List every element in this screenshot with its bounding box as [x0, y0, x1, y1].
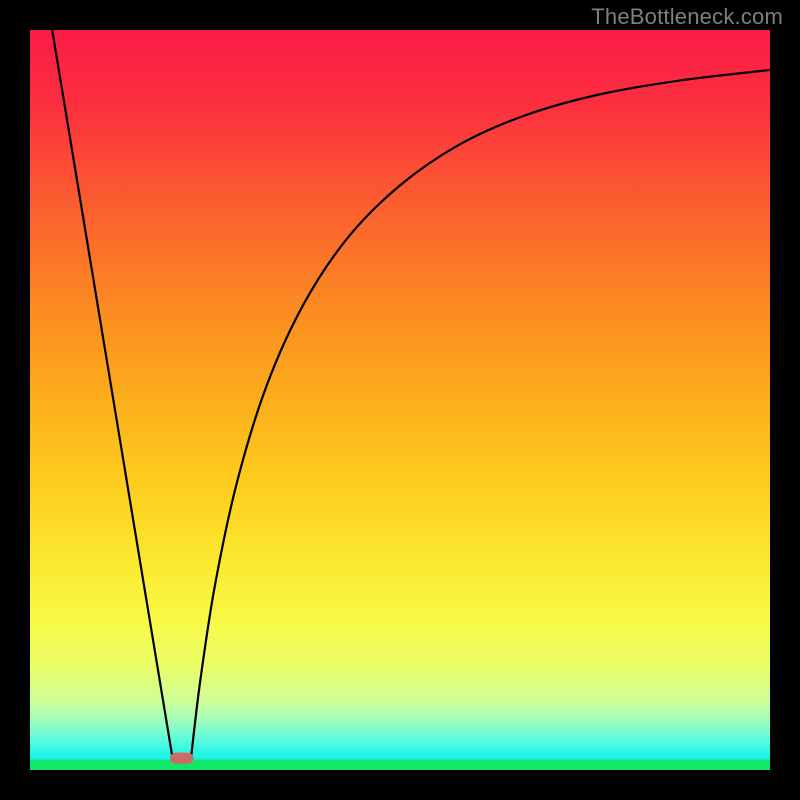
plot-background-gradient: [30, 30, 770, 770]
watermark-text: TheBottleneck.com: [591, 4, 783, 30]
green-band: [30, 760, 770, 770]
optimal-marker: [170, 753, 194, 764]
chart-svg: [0, 0, 800, 800]
chart-container: TheBottleneck.com: [0, 0, 800, 800]
